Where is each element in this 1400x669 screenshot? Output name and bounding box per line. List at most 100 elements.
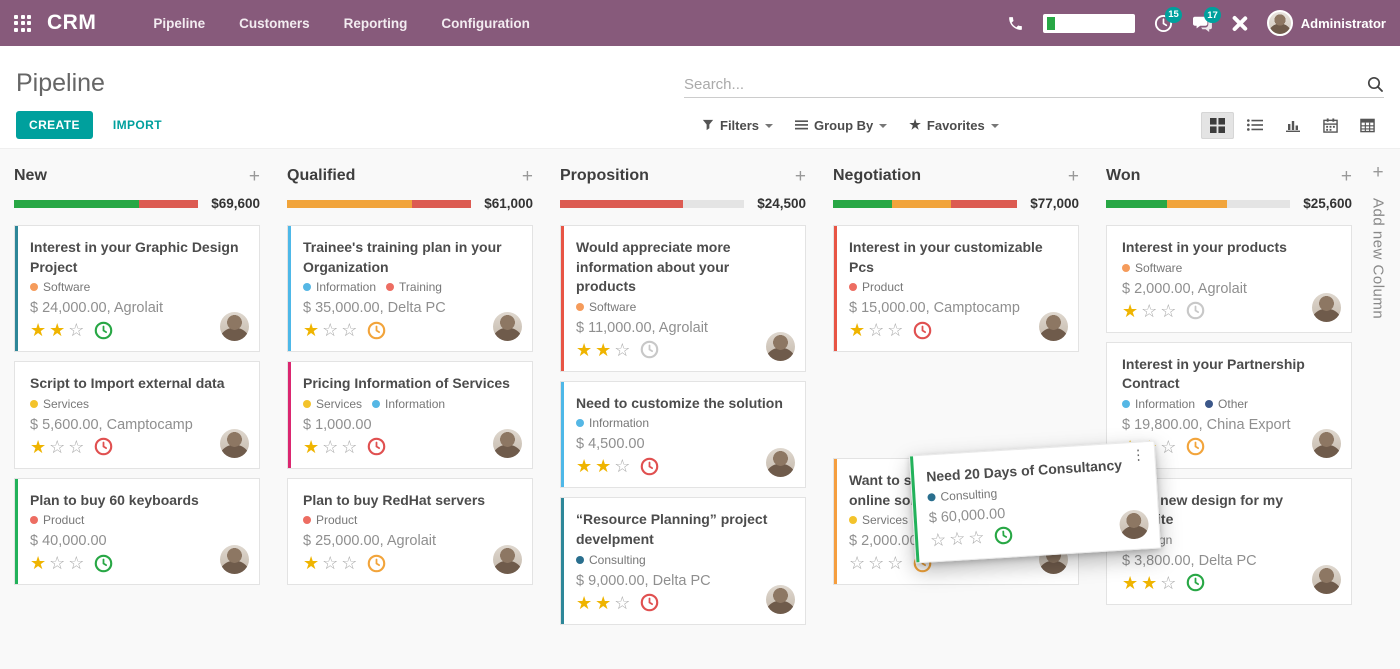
column-progressbar[interactable] (287, 199, 471, 208)
priority-star-icon[interactable]: ☆ (614, 592, 632, 613)
column-title[interactable]: Won (1106, 167, 1141, 184)
kanban-card[interactable]: Would appreciate more information about … (560, 225, 806, 372)
priority-star-icon[interactable]: ☆ (1160, 572, 1178, 593)
pivot-view-button[interactable] (1351, 112, 1384, 139)
priority-star-icon[interactable]: ★ (30, 436, 48, 457)
priority-star-icon[interactable]: ☆ (341, 553, 359, 574)
priority-star-icon[interactable]: ☆ (68, 553, 86, 574)
priority-star-icon[interactable]: ☆ (887, 320, 905, 341)
priority-star-icon[interactable]: ☆ (929, 529, 948, 551)
priority-star-icon[interactable]: ☆ (68, 320, 86, 341)
activity-clock-icon[interactable] (640, 593, 659, 612)
activity-clock-icon[interactable] (367, 437, 386, 456)
tools-icon[interactable] (1231, 15, 1248, 32)
priority-star-icon[interactable]: ☆ (614, 456, 632, 477)
column-title[interactable]: Negotiation (833, 167, 921, 184)
search-icon[interactable] (1366, 75, 1384, 93)
progress-segment[interactable] (412, 199, 471, 208)
group-by-dropdown[interactable]: Group By (795, 118, 888, 133)
kanban-card[interactable]: Pricing Information of Services Services I… (287, 361, 533, 469)
progress-segment[interactable] (833, 199, 892, 208)
priority-star-icon[interactable]: ★ (30, 553, 48, 574)
kanban-card[interactable]: “Resource Planning” project develpment Co… (560, 497, 806, 625)
search-input[interactable] (684, 75, 1366, 93)
kanban-view-button[interactable] (1201, 111, 1234, 139)
progress-segment[interactable] (950, 199, 1017, 208)
activity-clock-icon[interactable] (1186, 301, 1205, 320)
priority-star-icon[interactable]: ★ (30, 320, 48, 341)
priority-star-icon[interactable]: ★ (303, 436, 321, 457)
priority-star-icon[interactable]: ★ (303, 320, 321, 341)
column-progressbar[interactable] (560, 199, 744, 208)
apps-menu-icon[interactable] (14, 14, 31, 32)
kanban-card[interactable]: Plan to buy 60 keyboards Product $ 40,000.… (14, 477, 260, 586)
calendar-view-button[interactable] (1314, 112, 1347, 139)
progress-segment[interactable] (287, 199, 413, 208)
priority-star-icon[interactable]: ☆ (322, 553, 340, 574)
quick-create-button[interactable]: + (1340, 165, 1352, 187)
activity-clock-icon[interactable] (367, 321, 386, 340)
kanban-card[interactable]: Interest in your customizable Pcs Product… (833, 225, 1079, 353)
priority-star-icon[interactable]: ☆ (1160, 436, 1178, 457)
kanban-card[interactable]: Trainee's training plan in your Organiza… (287, 225, 533, 353)
priority-star-icon[interactable]: ★ (576, 339, 594, 360)
kanban-card[interactable]: Interest in your products Software $ 2,000… (1106, 225, 1352, 333)
kanban-card[interactable]: Script to Import external data Services $ … (14, 361, 260, 469)
kanban-card[interactable]: Interest in your Graphic Design Project S… (14, 225, 260, 353)
priority-star-icon[interactable]: ☆ (68, 436, 86, 457)
priority-star-icon[interactable]: ☆ (322, 436, 340, 457)
favorites-dropdown[interactable]: ★ Favorites (909, 117, 999, 133)
priority-star-icon[interactable]: ☆ (868, 553, 886, 574)
add-column-plus-button[interactable]: + (1372, 162, 1384, 183)
activity-clock-icon[interactable] (640, 340, 659, 359)
phone-icon[interactable] (1007, 15, 1024, 32)
activity-clock-icon[interactable] (94, 554, 113, 573)
dragged-kanban-card[interactable]: ⋮ Need 20 Days of Consultancy Consulting $ … (908, 440, 1162, 564)
activity-clock-icon[interactable] (94, 437, 113, 456)
column-title[interactable]: New (14, 167, 47, 184)
priority-star-icon[interactable]: ★ (576, 592, 594, 613)
app-title[interactable]: CRM (47, 11, 97, 34)
priority-star-icon[interactable]: ★ (49, 320, 67, 341)
priority-star-icon[interactable]: ☆ (341, 436, 359, 457)
column-progressbar[interactable] (1106, 199, 1290, 208)
column-progressbar[interactable] (14, 199, 198, 208)
priority-star-icon[interactable]: ☆ (849, 553, 867, 574)
priority-star-icon[interactable]: ☆ (322, 320, 340, 341)
column-progressbar[interactable] (833, 199, 1017, 208)
activity-clock-icon[interactable] (94, 321, 113, 340)
priority-star-icon[interactable]: ☆ (49, 436, 67, 457)
priority-star-icon[interactable]: ★ (1141, 572, 1159, 593)
menu-customers[interactable]: Customers (239, 15, 310, 31)
import-button[interactable]: IMPORT (112, 118, 162, 132)
priority-star-icon[interactable]: ☆ (1160, 300, 1178, 321)
menu-reporting[interactable]: Reporting (343, 15, 408, 31)
quick-create-button[interactable]: + (248, 165, 260, 187)
progress-segment[interactable] (139, 199, 198, 208)
quick-create-button[interactable]: + (1067, 165, 1079, 187)
priority-star-icon[interactable]: ☆ (614, 339, 632, 360)
priority-star-icon[interactable]: ☆ (887, 553, 905, 574)
filters-dropdown[interactable]: Filters (702, 118, 774, 133)
progress-segment[interactable] (1106, 199, 1167, 208)
priority-star-icon[interactable]: ★ (595, 339, 613, 360)
kanban-card[interactable]: Need to customize the solution Informatio… (560, 380, 806, 489)
create-button[interactable]: CREATE (16, 111, 93, 139)
priority-star-icon[interactable]: ★ (576, 456, 594, 477)
priority-star-icon[interactable]: ☆ (341, 320, 359, 341)
priority-star-icon[interactable]: ★ (303, 553, 321, 574)
activity-clock-icon[interactable] (913, 321, 932, 340)
activities-clock-icon[interactable]: 15 (1154, 6, 1182, 33)
user-menu[interactable]: Administrator (1266, 10, 1386, 36)
progress-segment[interactable] (891, 199, 951, 208)
kanban-card[interactable]: Plan to buy RedHat servers Product $ 25,00… (287, 477, 533, 586)
priority-star-icon[interactable]: ☆ (49, 553, 67, 574)
quick-create-button[interactable]: + (794, 165, 806, 187)
add-column-label[interactable]: Add new Column (1369, 198, 1387, 320)
progress-segment[interactable] (14, 199, 140, 208)
timer-widget[interactable] (1042, 13, 1135, 33)
activity-clock-icon[interactable] (994, 525, 1014, 545)
column-title[interactable]: Qualified (287, 167, 356, 184)
priority-star-icon[interactable]: ★ (849, 320, 867, 341)
menu-configuration[interactable]: Configuration (441, 15, 530, 31)
